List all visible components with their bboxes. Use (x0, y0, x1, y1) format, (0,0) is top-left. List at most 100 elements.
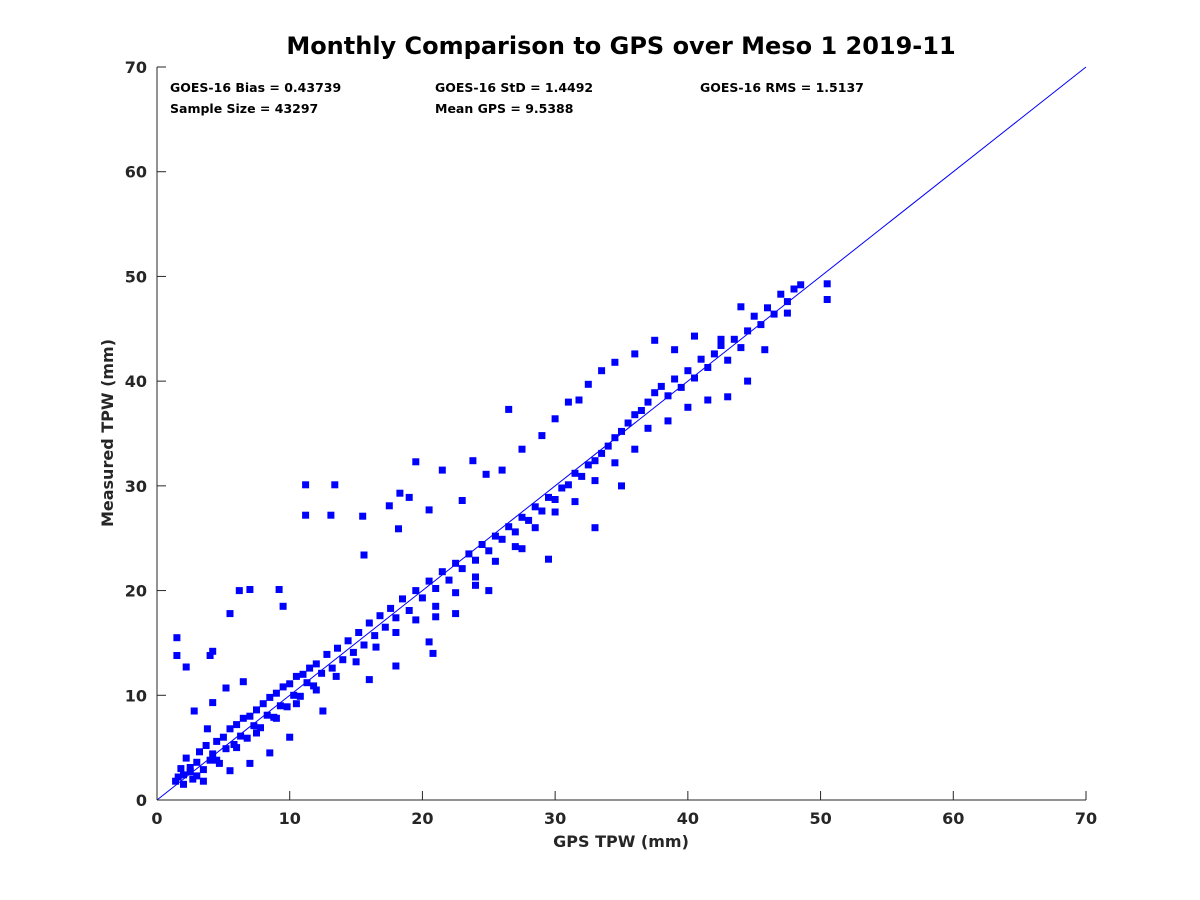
data-point (704, 396, 712, 404)
data-point (381, 623, 389, 631)
data-point (412, 587, 420, 595)
data-point (286, 680, 294, 688)
data-point (691, 332, 698, 340)
y-tick-label: 10 (125, 686, 147, 705)
data-point (239, 714, 247, 722)
data-point (737, 303, 745, 311)
data-point (452, 559, 460, 567)
data-point (418, 594, 426, 602)
data-point (279, 602, 287, 610)
data-point (584, 461, 592, 469)
data-point (724, 393, 732, 401)
data-point (399, 595, 406, 603)
data-point (432, 613, 440, 621)
data-point (203, 725, 211, 733)
data-point (392, 662, 400, 670)
data-point (438, 466, 446, 474)
data-point (578, 472, 586, 480)
data-point (823, 296, 831, 303)
axes (156, 67, 1086, 801)
data-point (491, 532, 499, 540)
data-point (365, 619, 373, 627)
data-point (518, 513, 526, 521)
stat-bias: GOES-16 Bias = 0.43739 (170, 80, 341, 95)
data-point (823, 280, 831, 288)
data-point (551, 496, 559, 503)
data-point (186, 764, 194, 771)
data-point (637, 407, 645, 414)
data-point (199, 777, 207, 785)
data-point (604, 442, 612, 450)
data-point (296, 692, 304, 700)
data-point (737, 344, 745, 352)
data-point (545, 555, 552, 563)
reference-line-group (156, 66, 1087, 801)
x-tick-label: 50 (809, 809, 831, 828)
x-tick-label: 20 (411, 809, 433, 828)
data-point (664, 392, 672, 400)
data-point (359, 512, 367, 520)
x-tick-label: 40 (677, 809, 699, 828)
y-tick-label: 70 (125, 58, 147, 77)
data-point (292, 700, 300, 708)
data-point (611, 459, 619, 467)
data-point (310, 682, 318, 690)
data-point (730, 335, 738, 343)
data-point (724, 356, 732, 364)
data-point (551, 415, 559, 423)
data-point (472, 581, 479, 589)
data-point (186, 768, 194, 776)
data-point (339, 656, 347, 664)
data-point (328, 664, 336, 672)
data-point (538, 432, 546, 440)
data-point (445, 576, 453, 584)
x-tick-label: 30 (544, 809, 566, 828)
data-point (478, 541, 486, 548)
data-point (412, 458, 420, 466)
data-point (644, 398, 652, 406)
data-point (584, 380, 592, 388)
data-point (571, 469, 579, 477)
data-point (385, 502, 393, 510)
data-point (764, 304, 771, 312)
statistics-annotations: GOES-16 Bias = 0.43739 GOES-16 StD = 1.4… (170, 80, 864, 116)
data-point (697, 355, 705, 363)
data-point (531, 503, 539, 511)
data-point (344, 637, 352, 645)
data-point (591, 477, 599, 485)
x-tick-label: 60 (942, 809, 964, 828)
data-point (598, 367, 606, 375)
stat-std: GOES-16 StD = 1.4492 (435, 80, 593, 95)
x-axis-label: GPS TPW (mm) (553, 832, 689, 851)
data-point (452, 589, 460, 597)
data-point (704, 364, 712, 371)
data-point (334, 644, 341, 652)
data-point (237, 732, 245, 740)
data-point (302, 481, 310, 489)
data-point (180, 780, 187, 788)
data-point (750, 312, 758, 320)
data-point (671, 346, 679, 354)
data-point (783, 298, 791, 306)
x-tick-label: 70 (1075, 809, 1097, 828)
data-point (352, 658, 360, 666)
data-point (618, 427, 625, 435)
data-point (257, 724, 264, 732)
data-point (180, 771, 187, 779)
data-point (263, 711, 271, 719)
data-point (279, 683, 287, 691)
data-point (598, 449, 606, 457)
data-point (631, 350, 639, 358)
x-tick-label: 0 (151, 809, 162, 828)
data-point (770, 310, 778, 318)
data-point (412, 616, 420, 624)
data-point (458, 565, 466, 573)
data-point (319, 707, 327, 715)
data-point (425, 577, 433, 585)
data-point (545, 493, 552, 501)
data-point (591, 457, 599, 465)
data-point (505, 523, 513, 531)
data-point (312, 660, 320, 668)
data-point (491, 557, 499, 565)
